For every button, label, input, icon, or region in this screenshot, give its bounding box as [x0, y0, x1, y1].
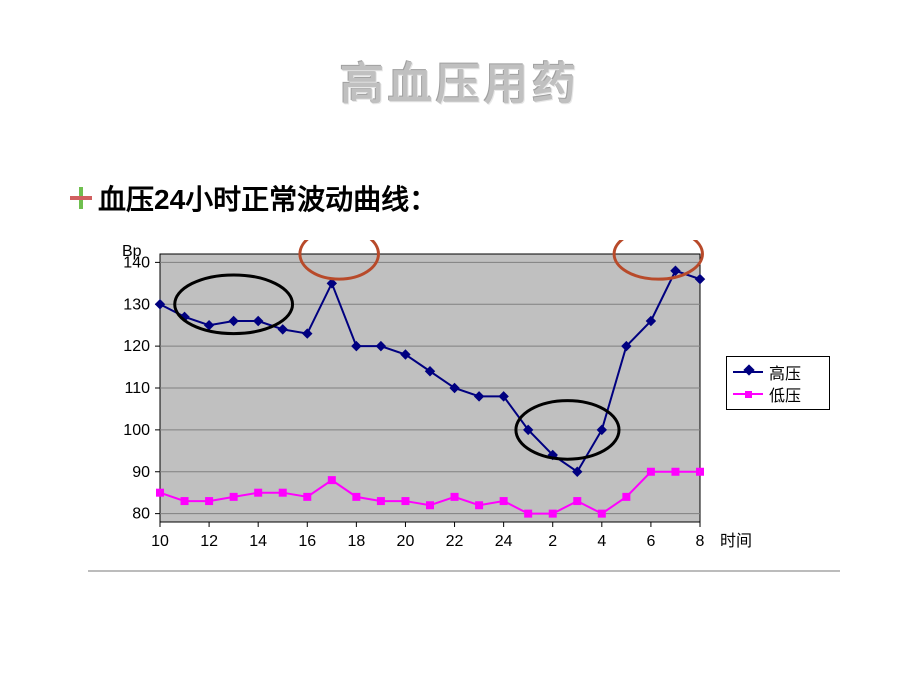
svg-text:时间: 时间	[720, 532, 752, 550]
bp-chart: 8090100110120130140Bp1012141618202224246…	[88, 240, 840, 572]
legend-item-low: 低压	[733, 383, 823, 405]
legend-label-high: 高压	[769, 360, 801, 384]
svg-text:14: 14	[249, 533, 267, 550]
svg-text:130: 130	[123, 296, 150, 313]
svg-text:18: 18	[347, 533, 365, 550]
svg-text:2: 2	[548, 533, 557, 550]
chart-legend: 高压 低压	[726, 356, 830, 410]
svg-text:24: 24	[495, 533, 513, 550]
svg-text:4: 4	[597, 533, 606, 550]
svg-text:12: 12	[200, 533, 218, 550]
subtitle-text: 血压24小时正常波动曲线：	[98, 178, 437, 218]
svg-text:6: 6	[646, 533, 655, 550]
svg-text:Bp: Bp	[122, 243, 142, 260]
svg-text:90: 90	[132, 464, 150, 481]
legend-label-low: 低压	[769, 382, 801, 406]
subtitle-row: 血压24小时正常波动曲线：	[70, 178, 437, 218]
legend-item-high: 高压	[733, 361, 823, 383]
svg-text:110: 110	[124, 380, 150, 397]
svg-text:100: 100	[123, 422, 150, 439]
slide-title: 高血压用药	[0, 48, 920, 112]
svg-text:22: 22	[446, 533, 464, 550]
slide: 高血压用药 血压24小时正常波动曲线： 8090100110120130140B…	[0, 0, 920, 690]
svg-text:8: 8	[696, 533, 705, 550]
svg-text:80: 80	[132, 506, 150, 523]
svg-text:20: 20	[397, 533, 415, 550]
cross-bullet-icon	[70, 187, 92, 209]
svg-text:16: 16	[298, 533, 316, 550]
svg-text:120: 120	[123, 338, 150, 355]
svg-text:10: 10	[151, 533, 169, 550]
